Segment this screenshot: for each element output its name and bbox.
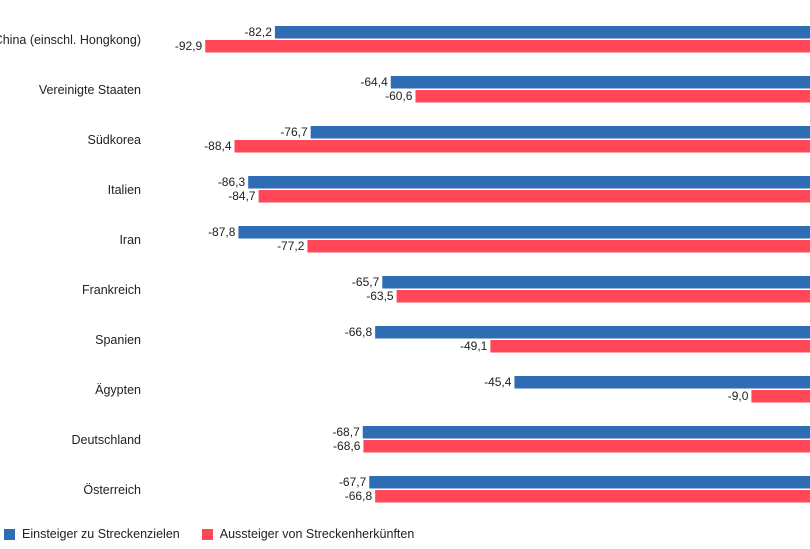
data-label-einsteiger-österreich: -67,7 bbox=[339, 475, 367, 489]
data-label-einsteiger-italien: -86,3 bbox=[218, 175, 246, 189]
category-label-österreich: Österreich bbox=[83, 483, 141, 497]
data-label-aussteiger-ägypten: -9,0 bbox=[728, 389, 749, 403]
chart-legend: Einsteiger zu Streckenzielen Aussteiger … bbox=[4, 527, 414, 541]
category-label-vereinigte-staaten: Vereinigte Staaten bbox=[39, 83, 141, 97]
bar-einsteiger-ägypten bbox=[514, 376, 810, 389]
bar-aussteiger-frankreich bbox=[396, 290, 810, 303]
bar-einsteiger-deutschland bbox=[362, 426, 810, 439]
data-label-einsteiger-südkorea: -76,7 bbox=[280, 125, 308, 139]
category-label-deutschland: Deutschland bbox=[72, 433, 142, 447]
legend-label-einsteiger: Einsteiger zu Streckenzielen bbox=[22, 527, 180, 541]
data-label-aussteiger-deutschland: -68,6 bbox=[333, 439, 361, 453]
bar-aussteiger-china-einschl-hongkong bbox=[205, 40, 810, 53]
bar-einsteiger-iran bbox=[238, 226, 810, 239]
data-label-aussteiger-italien: -84,7 bbox=[228, 189, 256, 203]
bar-aussteiger-ägypten bbox=[751, 390, 810, 403]
bar-einsteiger-spanien bbox=[375, 326, 810, 339]
bar-aussteiger-italien bbox=[258, 190, 810, 203]
bar-einsteiger-österreich bbox=[369, 476, 810, 489]
category-label-frankreich: Frankreich bbox=[82, 283, 141, 297]
category-label-iran: Iran bbox=[119, 233, 141, 247]
data-label-einsteiger-vereinigte-staaten: -64,4 bbox=[360, 75, 388, 89]
bar-aussteiger-südkorea bbox=[234, 140, 810, 153]
bar-einsteiger-vereinigte-staaten bbox=[390, 76, 810, 89]
bar-aussteiger-spanien bbox=[490, 340, 810, 353]
data-label-einsteiger-iran: -87,8 bbox=[208, 225, 236, 239]
data-label-einsteiger-spanien: -66,8 bbox=[345, 325, 373, 339]
data-label-aussteiger-spanien: -49,1 bbox=[460, 339, 488, 353]
category-label-italien: Italien bbox=[108, 183, 141, 197]
bar-einsteiger-italien bbox=[248, 176, 810, 189]
data-label-einsteiger-ägypten: -45,4 bbox=[484, 375, 512, 389]
category-label-china-einschl-hongkong: China (einschl. Hongkong) bbox=[0, 33, 141, 47]
bar-aussteiger-vereinigte-staaten bbox=[415, 90, 810, 103]
legend-label-aussteiger: Aussteiger von Streckenherkünften bbox=[219, 527, 415, 541]
data-label-aussteiger-österreich: -66,8 bbox=[345, 489, 373, 503]
data-label-aussteiger-südkorea: -88,4 bbox=[204, 139, 232, 153]
data-label-aussteiger-vereinigte-staaten: -60,6 bbox=[385, 89, 413, 103]
legend-item-einsteiger: Einsteiger zu Streckenzielen bbox=[4, 527, 180, 541]
data-label-einsteiger-china-einschl-hongkong: -82,2 bbox=[245, 25, 273, 39]
bar-aussteiger-deutschland bbox=[363, 440, 810, 453]
bar-einsteiger-china-einschl-hongkong bbox=[274, 26, 810, 39]
category-label-südkorea: Südkorea bbox=[87, 133, 141, 147]
bar-einsteiger-südkorea bbox=[310, 126, 810, 139]
data-label-aussteiger-china-einschl-hongkong: -92,9 bbox=[175, 39, 203, 53]
data-label-einsteiger-frankreich: -65,7 bbox=[352, 275, 380, 289]
category-label-ägypten: Ägypten bbox=[95, 383, 141, 397]
legend-swatch-einsteiger bbox=[4, 528, 15, 540]
legend-swatch-aussteiger bbox=[201, 528, 213, 540]
legend-item-aussteiger: Aussteiger von Streckenherkünften bbox=[201, 527, 415, 541]
bar-aussteiger-iran bbox=[307, 240, 810, 253]
data-label-aussteiger-frankreich: -63,5 bbox=[366, 289, 394, 303]
category-label-spanien: Spanien bbox=[95, 333, 141, 347]
bar-aussteiger-österreich bbox=[375, 490, 810, 503]
bar-einsteiger-frankreich bbox=[382, 276, 810, 289]
data-label-aussteiger-iran: -77,2 bbox=[277, 239, 305, 253]
data-label-einsteiger-deutschland: -68,7 bbox=[332, 425, 360, 439]
